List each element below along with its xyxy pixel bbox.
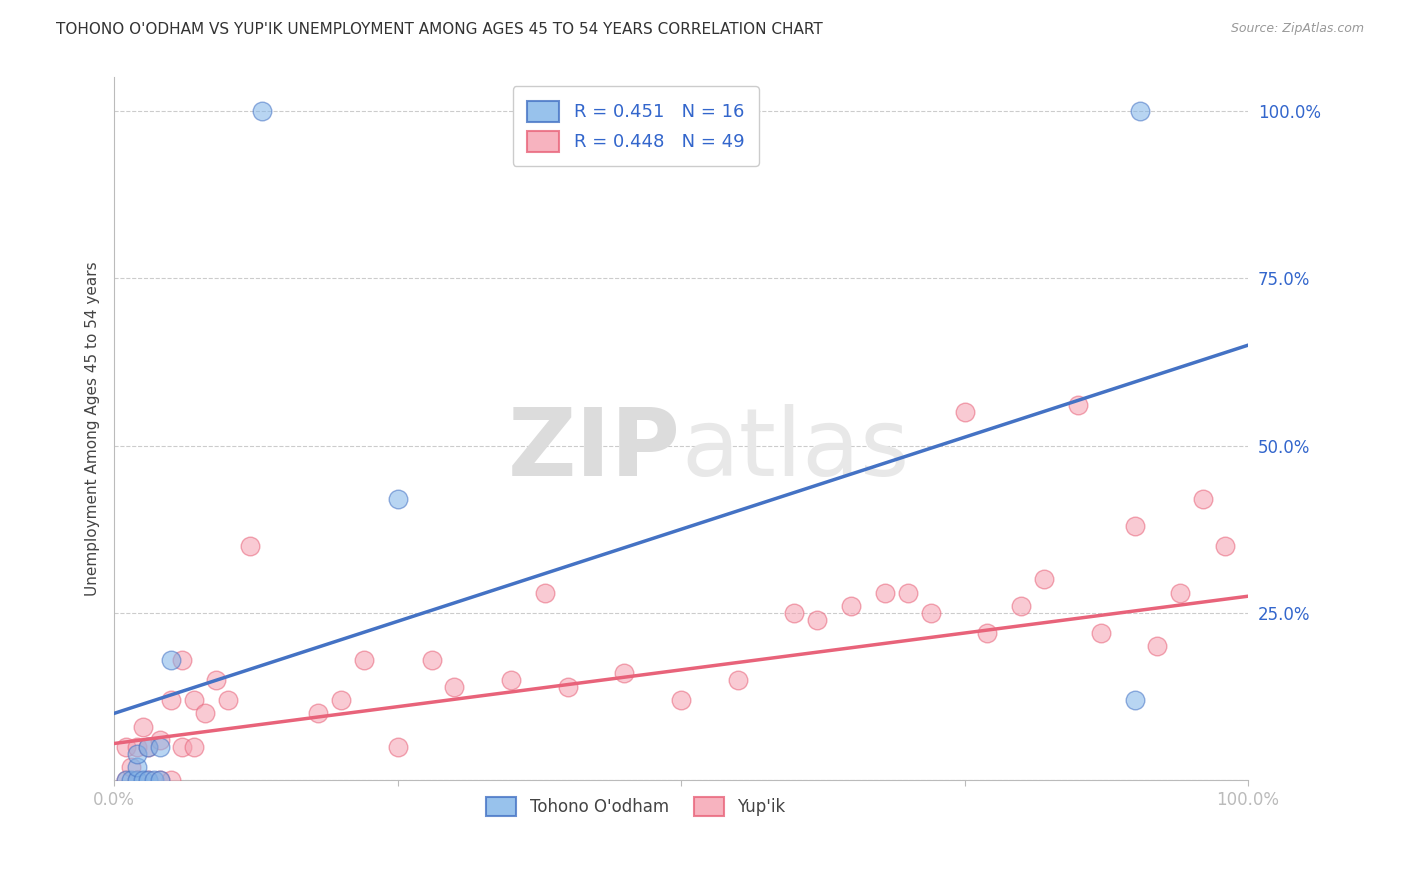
Point bbox=[1213, 539, 1236, 553]
Point bbox=[148, 773, 170, 788]
Point bbox=[120, 773, 142, 788]
Point bbox=[125, 773, 148, 788]
Point bbox=[239, 539, 262, 553]
Point bbox=[160, 773, 183, 788]
Point bbox=[183, 693, 205, 707]
Point bbox=[1123, 519, 1146, 533]
Y-axis label: Unemployment Among Ages 45 to 54 years: Unemployment Among Ages 45 to 54 years bbox=[86, 261, 100, 596]
Point bbox=[125, 747, 148, 761]
Point bbox=[160, 653, 183, 667]
Point bbox=[205, 673, 228, 687]
Point bbox=[142, 773, 165, 788]
Point bbox=[875, 586, 897, 600]
Point bbox=[172, 653, 194, 667]
Point bbox=[783, 606, 806, 620]
Point bbox=[136, 773, 159, 788]
Point bbox=[613, 666, 636, 681]
Point bbox=[131, 720, 153, 734]
Point bbox=[194, 706, 217, 721]
Point bbox=[1067, 399, 1090, 413]
Point bbox=[1032, 573, 1054, 587]
Point bbox=[160, 693, 183, 707]
Text: Source: ZipAtlas.com: Source: ZipAtlas.com bbox=[1230, 22, 1364, 36]
Point bbox=[1129, 103, 1152, 118]
Point bbox=[125, 760, 148, 774]
Text: TOHONO O'ODHAM VS YUP'IK UNEMPLOYMENT AMONG AGES 45 TO 54 YEARS CORRELATION CHAR: TOHONO O'ODHAM VS YUP'IK UNEMPLOYMENT AM… bbox=[56, 22, 823, 37]
Point bbox=[217, 693, 239, 707]
Point bbox=[953, 405, 976, 419]
Point bbox=[839, 599, 862, 614]
Legend: Tohono O'odham, Yup'ik: Tohono O'odham, Yup'ik bbox=[478, 789, 793, 825]
Point bbox=[727, 673, 749, 687]
Point bbox=[250, 103, 273, 118]
Point bbox=[136, 739, 159, 754]
Point bbox=[443, 680, 465, 694]
Point bbox=[806, 613, 828, 627]
Text: atlas: atlas bbox=[681, 404, 910, 496]
Point bbox=[329, 693, 352, 707]
Point bbox=[387, 739, 409, 754]
Point bbox=[148, 733, 170, 747]
Point bbox=[1146, 640, 1168, 654]
Point bbox=[1191, 492, 1213, 507]
Point bbox=[131, 773, 153, 788]
Text: ZIP: ZIP bbox=[508, 404, 681, 496]
Point bbox=[136, 739, 159, 754]
Point bbox=[897, 586, 920, 600]
Point bbox=[1168, 586, 1191, 600]
Point bbox=[307, 706, 329, 721]
Point bbox=[534, 586, 557, 600]
Point bbox=[1123, 693, 1146, 707]
Point bbox=[125, 773, 148, 788]
Point bbox=[120, 760, 142, 774]
Point bbox=[114, 773, 136, 788]
Point bbox=[148, 739, 170, 754]
Point bbox=[125, 739, 148, 754]
Point bbox=[353, 653, 375, 667]
Point bbox=[183, 739, 205, 754]
Point bbox=[976, 626, 998, 640]
Point bbox=[920, 606, 942, 620]
Point bbox=[1010, 599, 1032, 614]
Point bbox=[148, 773, 170, 788]
Point bbox=[136, 773, 159, 788]
Point bbox=[669, 693, 692, 707]
Point bbox=[420, 653, 443, 667]
Point bbox=[172, 739, 194, 754]
Point bbox=[1090, 626, 1112, 640]
Point bbox=[114, 773, 136, 788]
Point bbox=[114, 739, 136, 754]
Point bbox=[557, 680, 579, 694]
Point bbox=[499, 673, 522, 687]
Point bbox=[387, 492, 409, 507]
